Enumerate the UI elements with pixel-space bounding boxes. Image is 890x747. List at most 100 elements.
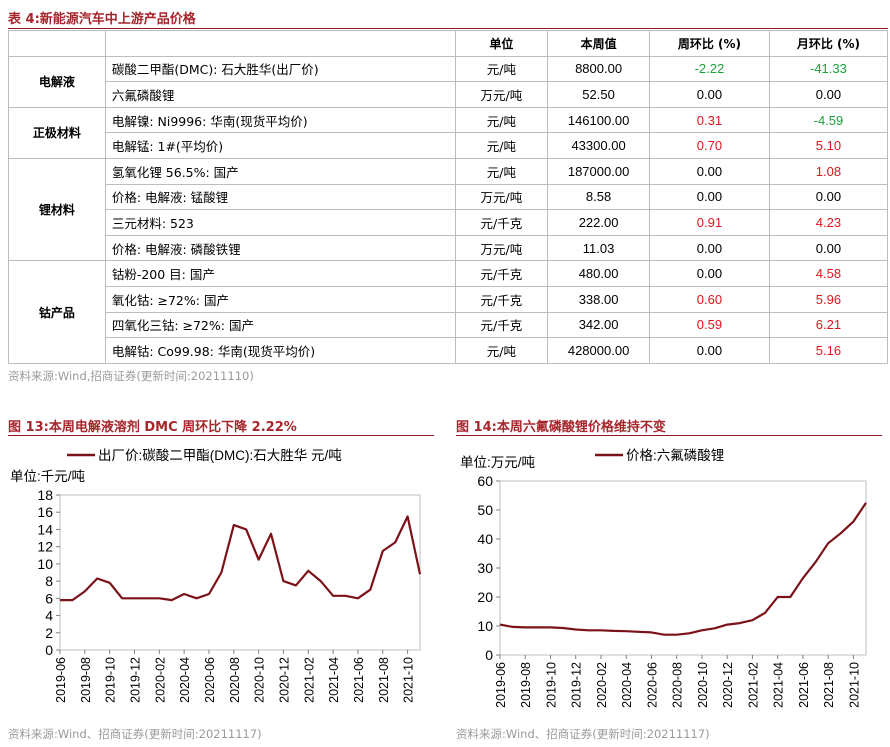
item-cell: 氧化钴: ≥72%: 国产: [104, 285, 456, 313]
x-tick-label: 2020-08: [228, 657, 242, 703]
legend-label: 价格:六氟磷酸锂: [626, 448, 724, 463]
table-row: 氧化钴: ≥72%: 国产 元/千克 338.00 0.60 5.96: [9, 285, 889, 313]
mom-cell: 0.00: [768, 234, 889, 262]
chart13-title-rule: [8, 435, 434, 436]
category-cell: 电解液: [8, 55, 106, 108]
value-cell: 8800.00: [547, 55, 650, 83]
table-row: 价格: 电解液: 锰酸锂 万元/吨 8.58 0.00 0.00: [9, 183, 889, 211]
item-cell: 电解锰: 1#(平均价): [104, 132, 456, 159]
x-tick-label: 2020-06: [645, 662, 659, 708]
unit-cell: 元/吨: [454, 55, 549, 83]
y-tick-label: 10: [477, 618, 493, 634]
x-tick-label: 2019-10: [544, 662, 558, 708]
x-tick-label: 2021-02: [746, 662, 760, 708]
mom-cell: 0.00: [768, 81, 889, 108]
mom-cell: -4.59: [768, 106, 889, 134]
table-body: 电解液 碳酸二甲酯(DMC): 石大胜华(出厂价) 元/吨 8800.00 -2.22-…: [8, 55, 889, 364]
chart13-source: 资料来源:Wind、招商证券(更新时间:20211117): [8, 727, 262, 741]
table-row: 三元材料: 523 元/千克 222.00 0.91 4.23: [9, 209, 889, 236]
unit-cell: 元/千克: [454, 260, 549, 287]
x-tick-label: 2021-10: [402, 657, 416, 703]
value-cell: 8.58: [547, 183, 650, 211]
chart14-title-rule: [456, 435, 882, 436]
wow-cell: 0.00: [648, 234, 770, 262]
mom-cell: 4.23: [768, 209, 889, 236]
x-tick-label: 2020-12: [721, 662, 735, 708]
header-unit: 单位: [454, 30, 549, 57]
x-tick-label: 2020-02: [595, 662, 609, 708]
header-value: 本周值: [547, 30, 650, 57]
table-row: 锂材料 氢氧化锂 56.5%: 国产 元/吨 187000.00 0.00 1.08: [8, 157, 889, 262]
value-cell: 342.00: [547, 311, 650, 339]
chart14: 0 10 20 30 40 50 60 2019-06 2019-08 2019-10 2019-1…: [460, 448, 867, 708]
mom-cell: 5.96: [768, 285, 889, 313]
unit-cell: 元/千克: [454, 285, 549, 313]
y-tick-label: 30: [477, 560, 493, 576]
header-mom: 月环比 (%): [768, 30, 889, 57]
value-cell: 187000.00: [547, 157, 650, 185]
unit-cell: 万元/吨: [454, 81, 549, 108]
table-row: 电解锰: 1#(平均价) 元/吨 43300.00 0.70 5.10: [9, 132, 889, 159]
category-cell: 钴产品: [8, 260, 106, 364]
category-cell: 正极材料: [8, 106, 106, 159]
y-tick-label: 10: [37, 556, 53, 572]
y-tick-label: 50: [477, 502, 493, 518]
value-cell: 43300.00: [547, 132, 650, 159]
table-source: 资料来源:Wind,招商证券(更新时间:20211110): [8, 369, 254, 383]
table-header-row: 单位 本周值 周环比 (%) 月环比 (%): [8, 30, 889, 57]
mom-cell: 0.00: [768, 183, 889, 211]
title-rule: [8, 28, 888, 29]
unit-cell: 元/吨: [454, 337, 549, 364]
item-cell: 氢氧化锂 56.5%: 国产: [104, 157, 456, 185]
x-tick-label: 2019-08: [79, 657, 93, 703]
item-cell: 电解钴: Co99.98: 华南(现货平均价): [104, 337, 456, 364]
y-tick-label: 60: [477, 473, 493, 489]
item-cell: 电解镍: Ni9996: 华南(现货平均价): [104, 106, 456, 134]
wow-cell: 0.31: [648, 106, 770, 134]
x-tick-label: 2021-06: [352, 657, 366, 703]
y-tick-label: 0: [485, 647, 493, 663]
table-row: 六氟磷酸锂 万元/吨 52.50 0.00 0.00: [9, 81, 889, 108]
unit-cell: 元/吨: [454, 157, 549, 185]
unit-cell: 元/吨: [454, 106, 549, 134]
wow-cell: -2.22: [648, 55, 770, 83]
unit-cell: 万元/吨: [454, 183, 549, 211]
series-line: [60, 515, 422, 602]
x-tick-label: 2021-04: [772, 662, 786, 708]
x-tick-label: 2020-06: [203, 657, 217, 703]
item-cell: 钴粉-200 目: 国产: [104, 260, 456, 287]
x-tick-label: 2021-02: [302, 657, 316, 703]
x-tick-label: 2020-12: [277, 657, 291, 703]
chart14-title: 图 14:本周六氟磷酸锂价格维持不变: [456, 420, 666, 435]
wow-cell: 0.00: [648, 260, 770, 287]
unit-cell: 元/千克: [454, 311, 549, 339]
x-tick-label: 2021-08: [822, 662, 836, 708]
y-tick-label: 2: [45, 625, 53, 641]
x-tick-label: 2020-10: [253, 657, 267, 703]
unit-cell: 万元/吨: [454, 234, 549, 262]
mom-cell: 5.10: [768, 132, 889, 159]
x-tick-label: 2020-10: [696, 662, 710, 708]
value-cell: 11.03: [547, 234, 650, 262]
y-tick-label: 20: [477, 589, 493, 605]
wow-cell: 0.91: [648, 209, 770, 236]
y-tick-label: 16: [37, 504, 53, 520]
x-tick-label: 2020-02: [153, 657, 167, 703]
x-tick-label: 2021-06: [797, 662, 811, 708]
item-cell: 六氟磷酸锂: [104, 81, 456, 108]
wow-cell: 0.00: [648, 81, 770, 108]
x-tick-label: 2019-08: [519, 662, 533, 708]
x-tick-label: 2020-04: [620, 662, 634, 708]
header-wow: 周环比 (%): [648, 30, 770, 57]
wow-cell: 0.70: [648, 132, 770, 159]
wow-cell: 0.59: [648, 311, 770, 339]
chart14-source: 资料来源:Wind、招商证券(更新时间:20211117): [456, 727, 710, 741]
y-tick-label: 14: [37, 521, 53, 537]
x-tick-label: 2020-08: [671, 662, 685, 708]
x-tick-label: 2021-10: [847, 662, 861, 708]
y-tick-label: 40: [477, 531, 493, 547]
table-row: 钴产品 钴粉-200 目: 国产 元/千克 480.00 0.00 4.58: [8, 260, 889, 364]
y-tick-label: 4: [45, 608, 53, 624]
item-cell: 三元材料: 523: [104, 209, 456, 236]
